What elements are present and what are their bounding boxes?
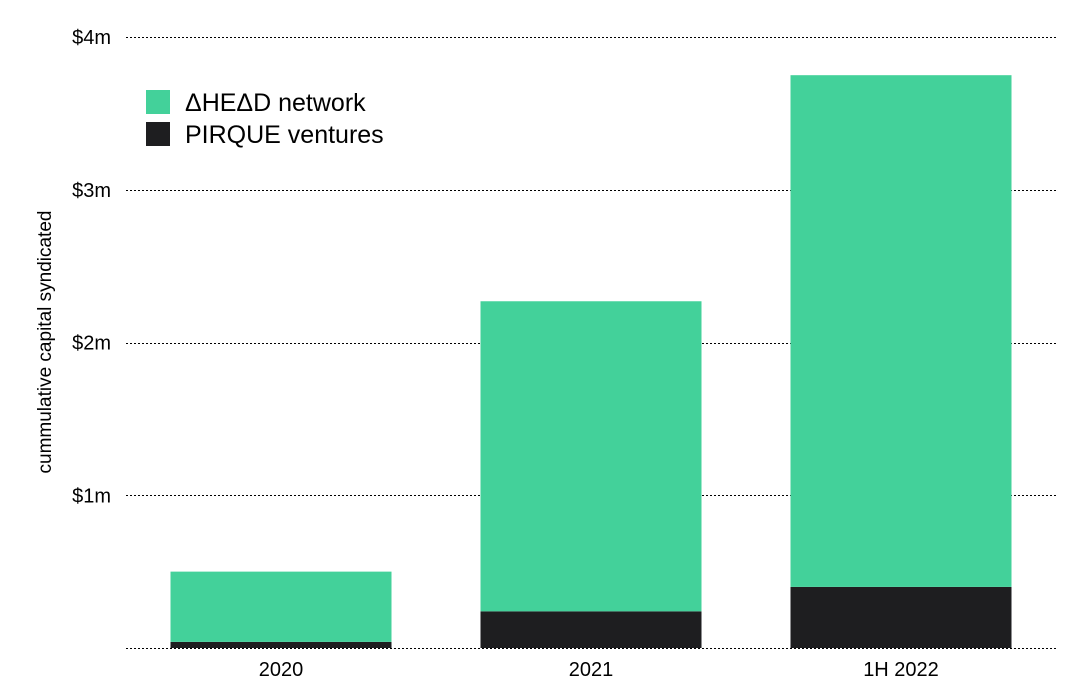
x-tick-label: 2021 (569, 659, 614, 681)
bar-ahead-network-2 (790, 75, 1012, 587)
x-tick-label: 1H 2022 (863, 659, 939, 681)
legend: ΔHEΔD network PIRQUE ventures (146, 89, 384, 149)
bar-pirque-ventures-2 (790, 586, 1012, 648)
legend-label: ΔHEΔD network (185, 89, 366, 117)
y-tick-label: $4m (72, 27, 111, 49)
bars (170, 75, 1012, 648)
legend-label: PIRQUE ventures (185, 121, 384, 149)
x-tick-label: 2020 (259, 659, 304, 681)
x-axis-ticks: 2020 2021 1H 2022 (259, 659, 939, 681)
bar-pirque-ventures-0 (170, 641, 392, 648)
bar-ahead-network-0 (170, 571, 392, 642)
y-axis-title: cummulative capital syndicated (35, 211, 56, 474)
bar-pirque-ventures-1 (480, 611, 702, 648)
y-tick-label: $1m (72, 485, 111, 507)
legend-swatch (146, 122, 170, 146)
legend-swatch (146, 90, 170, 114)
y-axis-ticks: $1m $2m $3m $4m (72, 27, 111, 507)
y-tick-label: $2m (72, 333, 111, 355)
bar-ahead-network-1 (480, 301, 702, 612)
y-tick-label: $3m (72, 180, 111, 202)
